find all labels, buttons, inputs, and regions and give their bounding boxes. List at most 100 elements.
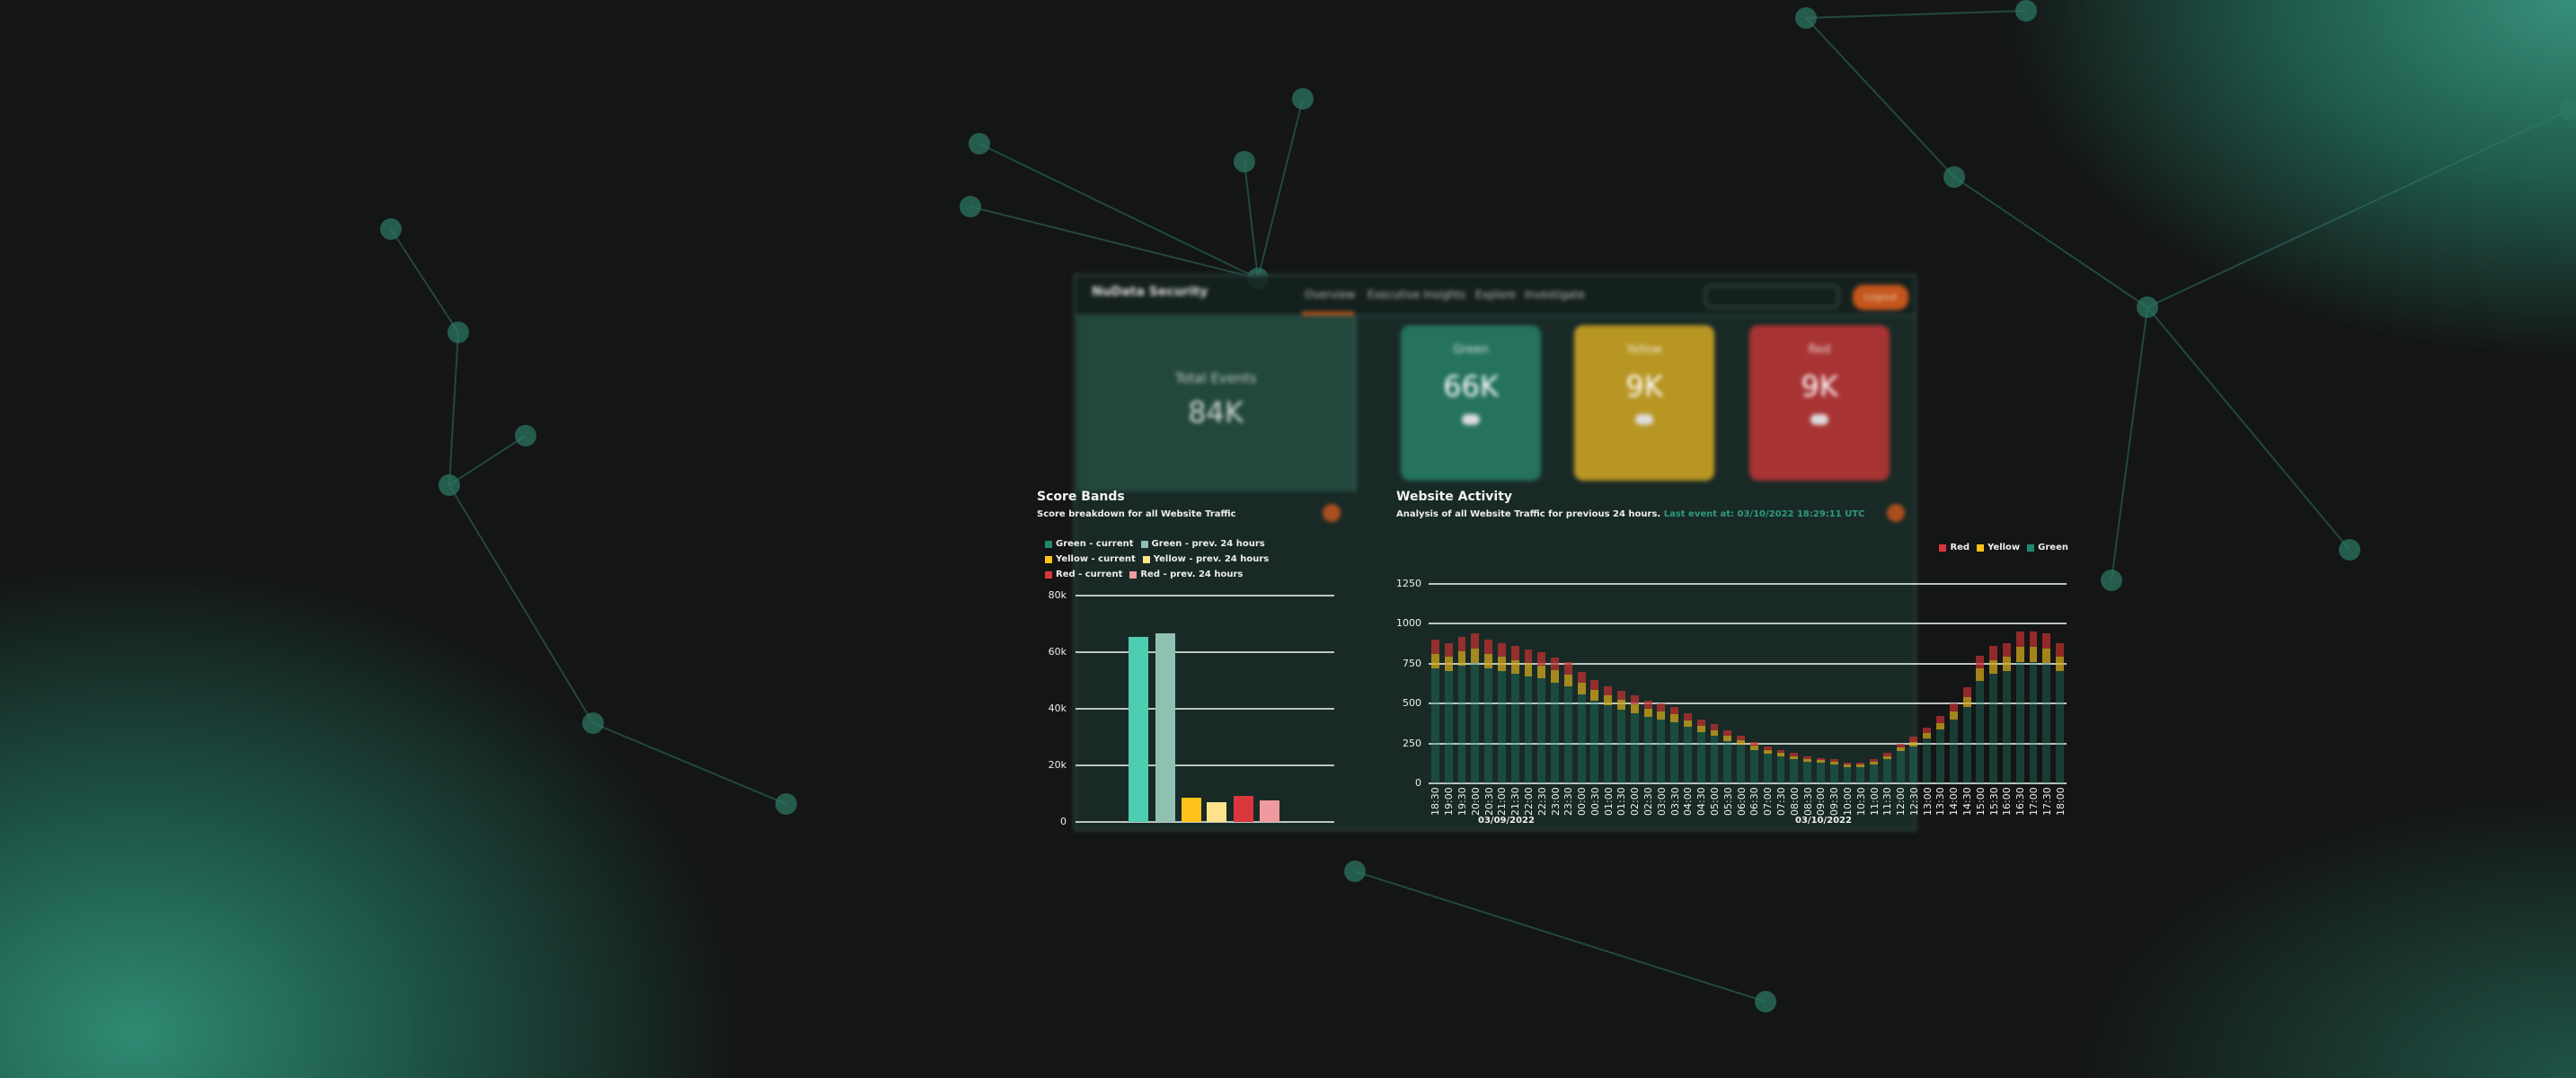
nav-executive-insights[interactable]: Executive Insights <box>1368 288 1466 301</box>
bar-green <box>1816 763 1825 783</box>
bar-red <box>1829 759 1838 763</box>
y-tick-label: 500 <box>1403 697 1421 710</box>
select-dropdown[interactable] <box>1704 285 1839 308</box>
bar-green <box>1856 766 1865 783</box>
bar-red <box>1976 655 1985 669</box>
x-tick-label: 04:30 <box>1695 787 1708 816</box>
bar-red <box>1989 646 1998 660</box>
x-tick-label: 08:00 <box>1788 787 1801 816</box>
network-node <box>2015 0 2037 22</box>
x-tick-label: 09:30 <box>1828 787 1841 816</box>
bar-yellow <box>1909 741 1918 747</box>
network-node <box>2137 296 2158 318</box>
gridline <box>1429 583 2067 585</box>
nav-overview[interactable]: Overview <box>1305 288 1356 301</box>
bar-red <box>2003 642 2011 658</box>
bar-yellow-prev-24-hours <box>1207 801 1226 822</box>
legend-swatch <box>1045 555 1052 563</box>
gridline <box>1076 821 1334 823</box>
bar-red <box>1630 695 1639 705</box>
legend-item: Red - current <box>1045 570 1122 579</box>
bar-green <box>1843 766 1852 783</box>
nav-explore[interactable]: Explore <box>1475 288 1517 301</box>
bar-red <box>1949 703 1958 712</box>
x-tick-label: 06:30 <box>1748 787 1761 816</box>
x-tick-label: 20:00 <box>1469 787 1482 816</box>
bar-red <box>1936 716 1944 723</box>
network-edge <box>1244 161 1259 279</box>
bar-red <box>2029 632 2038 648</box>
bar-yellow <box>1484 654 1492 669</box>
logout-button[interactable]: Logout <box>1853 285 1908 310</box>
bar-yellow <box>1816 760 1825 764</box>
gridline <box>1076 651 1334 653</box>
bar-yellow <box>2029 647 2038 662</box>
info-button[interactable] <box>1323 504 1341 522</box>
bar-red <box>1763 747 1772 751</box>
bar-yellow <box>1723 736 1732 742</box>
subtitle-text: Analysis of all Website Traffic for prev… <box>1396 509 1661 519</box>
bar-green <box>1763 754 1772 783</box>
bar-red <box>1684 712 1692 720</box>
network-node <box>1795 7 1817 29</box>
bar-red <box>1590 679 1599 691</box>
network-edge <box>448 484 594 724</box>
legend-label: Yellow - prev. 24 hours <box>1153 554 1270 564</box>
info-button[interactable] <box>1887 504 1905 522</box>
legend-item: Red <box>1939 543 1970 552</box>
toggle[interactable] <box>1462 414 1480 425</box>
bar-green <box>1870 764 1878 783</box>
bar-red <box>1537 652 1546 666</box>
date-label: 03/10/2022 <box>1795 816 1852 826</box>
network-edge <box>448 331 459 486</box>
bar-yellow <box>1829 762 1838 764</box>
bar-green <box>2003 670 2011 783</box>
bar-green <box>1657 719 1666 783</box>
bar-yellow <box>1497 657 1506 671</box>
bar-red <box>1617 690 1625 701</box>
card-value: 66K <box>1443 369 1499 403</box>
bar-yellow <box>2015 647 2024 662</box>
x-tick-label: 02:00 <box>1629 787 1642 816</box>
total-events-label: Total Events <box>1174 370 1257 386</box>
bar-red <box>1696 719 1705 727</box>
toggle[interactable] <box>1810 414 1828 425</box>
bar-red <box>1563 662 1572 675</box>
bar-yellow <box>1776 753 1785 757</box>
bar-red <box>1723 730 1732 737</box>
gridline <box>1076 595 1334 596</box>
bar-yellow <box>1524 662 1533 676</box>
bar-red <box>1882 753 1891 756</box>
x-tick-label: 17:00 <box>2028 787 2040 816</box>
website-activity-subtitle: Analysis of all Website Traffic for prev… <box>1396 509 1864 519</box>
bar-yellow <box>1896 747 1905 752</box>
bar-green-prev-24-hours <box>1155 632 1175 822</box>
network-node <box>1943 166 1965 188</box>
bar-yellow <box>1737 740 1746 746</box>
toggle[interactable] <box>1635 414 1653 425</box>
gridline <box>1429 742 2067 745</box>
nav-investigate[interactable]: Investigate <box>1525 288 1585 301</box>
bar-yellow <box>1510 659 1519 674</box>
bar-red <box>1643 700 1652 709</box>
legend-swatch <box>1045 570 1052 579</box>
network-node <box>515 425 536 446</box>
bar-green <box>1936 729 1944 783</box>
y-tick-label: 750 <box>1403 657 1421 669</box>
website-activity-title: Website Activity <box>1396 490 1513 504</box>
bar-yellow <box>1604 695 1613 706</box>
bar-green <box>1923 738 1932 783</box>
bar-yellow <box>1843 764 1852 767</box>
x-tick-label: 09:00 <box>1815 787 1828 816</box>
legend-swatch <box>1140 540 1148 548</box>
gridline <box>1076 764 1334 766</box>
bar-green <box>1749 750 1758 783</box>
bar-red <box>1803 755 1811 759</box>
x-tick-label: 22:00 <box>1522 787 1535 816</box>
y-tick-label: 0 <box>1060 816 1067 827</box>
bar-red <box>1657 703 1666 712</box>
bar-yellow <box>1577 683 1586 694</box>
x-tick-label: 21:30 <box>1509 787 1522 816</box>
x-tick-label: 23:00 <box>1549 787 1562 816</box>
